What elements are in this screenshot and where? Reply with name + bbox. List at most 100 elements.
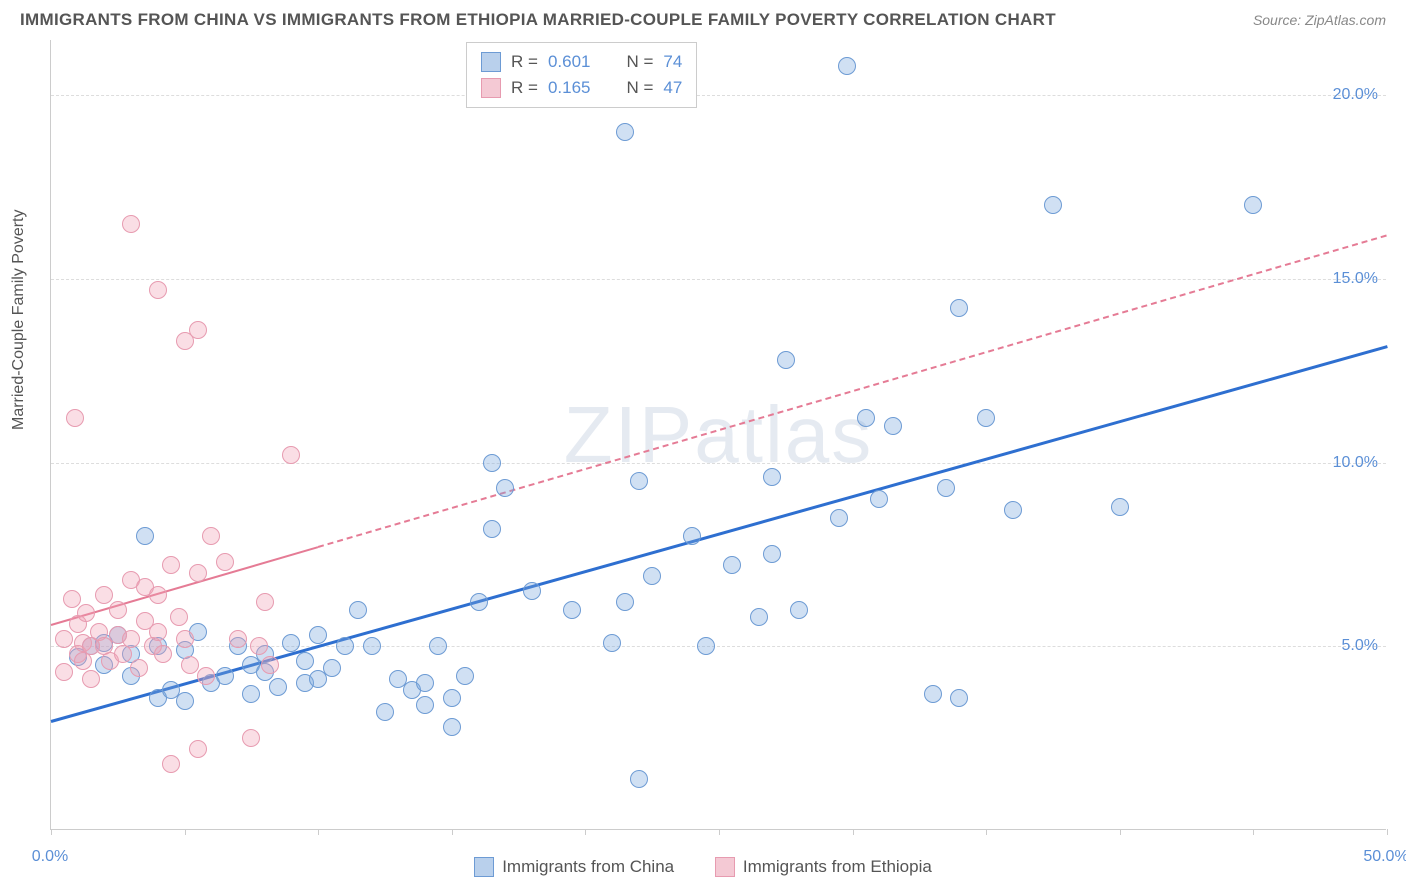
gridline (51, 95, 1386, 96)
data-point (643, 567, 661, 585)
x-tick-mark (719, 829, 720, 835)
n-value-ethiopia: 47 (663, 75, 682, 101)
data-point (181, 656, 199, 674)
data-point (857, 409, 875, 427)
data-point (443, 718, 461, 736)
data-point (189, 740, 207, 758)
x-tick-mark (1120, 829, 1121, 835)
chart-title: IMMIGRANTS FROM CHINA VS IMMIGRANTS FROM… (20, 10, 1056, 30)
data-point (202, 527, 220, 545)
data-point (269, 678, 287, 696)
data-point (197, 667, 215, 685)
y-tick-label: 15.0% (1333, 270, 1378, 288)
data-point (723, 556, 741, 574)
x-tick-mark (986, 829, 987, 835)
data-point (149, 623, 167, 641)
data-point (149, 586, 167, 604)
data-point (429, 637, 447, 655)
data-point (229, 630, 247, 648)
data-point (256, 593, 274, 611)
data-point (216, 553, 234, 571)
data-point (977, 409, 995, 427)
data-point (937, 479, 955, 497)
data-point (1004, 501, 1022, 519)
data-point (763, 468, 781, 486)
data-point (1044, 196, 1062, 214)
data-point (149, 281, 167, 299)
data-point (282, 446, 300, 464)
data-point (950, 689, 968, 707)
data-point (924, 685, 942, 703)
gridline (51, 463, 1386, 464)
x-tick-label: 0.0% (32, 848, 68, 866)
swatch-china (474, 857, 494, 877)
data-point (563, 601, 581, 619)
data-point (189, 321, 207, 339)
data-point (109, 601, 127, 619)
x-tick-mark (1387, 829, 1388, 835)
data-point (176, 692, 194, 710)
legend-item-ethiopia: Immigrants from Ethiopia (715, 857, 932, 877)
data-point (630, 472, 648, 490)
data-point (162, 755, 180, 773)
data-point (777, 351, 795, 369)
data-point (456, 667, 474, 685)
data-point (122, 630, 140, 648)
legend-row-ethiopia: R = 0.165 N = 47 (481, 75, 682, 101)
data-point (250, 637, 268, 655)
n-label: N = (626, 75, 653, 101)
data-point (170, 608, 188, 626)
data-point (261, 656, 279, 674)
data-point (416, 674, 434, 692)
data-point (55, 663, 73, 681)
x-tick-mark (853, 829, 854, 835)
data-point (216, 667, 234, 685)
data-point (870, 490, 888, 508)
x-tick-mark (185, 829, 186, 835)
data-point (176, 630, 194, 648)
data-point (630, 770, 648, 788)
data-point (296, 652, 314, 670)
data-point (323, 659, 341, 677)
data-point (950, 299, 968, 317)
legend-label-ethiopia: Immigrants from Ethiopia (743, 857, 932, 877)
series-legend: Immigrants from China Immigrants from Et… (0, 857, 1406, 882)
x-tick-label: 50.0% (1363, 848, 1406, 866)
r-value-ethiopia: 0.165 (548, 75, 591, 101)
r-label: R = (511, 49, 538, 75)
data-point (154, 645, 172, 663)
legend-item-china: Immigrants from China (474, 857, 674, 877)
data-point (523, 582, 541, 600)
x-tick-mark (452, 829, 453, 835)
data-point (496, 479, 514, 497)
data-point (763, 545, 781, 563)
data-point (95, 586, 113, 604)
source-attribution: Source: ZipAtlas.com (1253, 12, 1386, 28)
data-point (697, 637, 715, 655)
watermark-text: ZIPatlas (564, 389, 873, 481)
data-point (309, 626, 327, 644)
swatch-china (481, 52, 501, 72)
n-value-china: 74 (663, 49, 682, 75)
data-point (349, 601, 367, 619)
legend-row-china: R = 0.601 N = 74 (481, 49, 682, 75)
data-point (683, 527, 701, 545)
x-tick-mark (318, 829, 319, 835)
y-tick-label: 10.0% (1333, 454, 1378, 472)
scatter-plot-area: ZIPatlas 5.0%10.0%15.0%20.0% (50, 40, 1386, 830)
data-point (162, 556, 180, 574)
data-point (616, 123, 634, 141)
data-point (282, 634, 300, 652)
correlation-legend: R = 0.601 N = 74 R = 0.165 N = 47 (466, 42, 697, 108)
legend-label-china: Immigrants from China (502, 857, 674, 877)
data-point (66, 409, 84, 427)
data-point (336, 637, 354, 655)
data-point (603, 634, 621, 652)
x-tick-mark (51, 829, 52, 835)
data-point (136, 527, 154, 545)
n-label: N = (626, 49, 653, 75)
data-point (130, 659, 148, 677)
data-point (376, 703, 394, 721)
data-point (483, 520, 501, 538)
data-point (838, 57, 856, 75)
